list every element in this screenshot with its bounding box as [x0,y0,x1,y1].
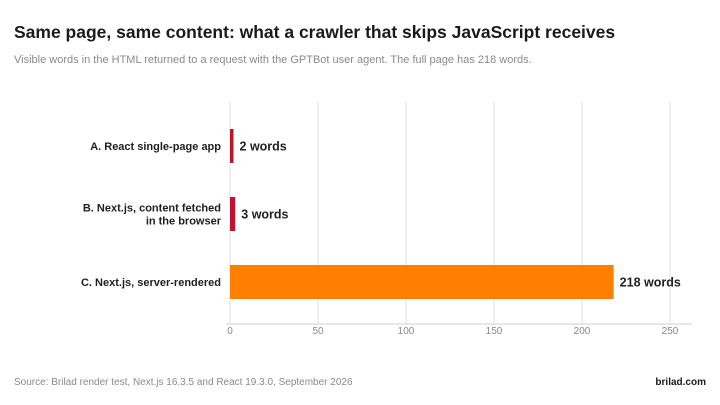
source-note: Source: Brilad render test, Next.js 16.3… [14,377,353,388]
data-label: 218 words [620,276,681,290]
x-tick-label: 0 [227,326,233,337]
category-label: B. Next.js, content fetched [83,203,221,215]
data-label: 3 words [241,208,288,222]
bar [230,197,236,231]
category-label: in the browser [146,216,222,228]
category-label: A. React single-page app [90,141,221,153]
category-label: C. Next.js, server-rendered [81,277,221,289]
chart-subtitle: Visible words in the HTML returned to a … [14,54,532,66]
x-tick-label: 100 [398,326,415,337]
chart-title: Same page, same content: what a crawler … [14,22,616,42]
data-label: 2 words [240,140,287,154]
bar [230,265,614,299]
brand-credit: brilad.com [655,377,706,388]
x-tick-label: 50 [312,326,324,337]
x-tick-label: 200 [574,326,591,337]
bar [230,129,234,163]
x-tick-label: 250 [662,326,679,337]
x-tick-label: 150 [486,326,503,337]
